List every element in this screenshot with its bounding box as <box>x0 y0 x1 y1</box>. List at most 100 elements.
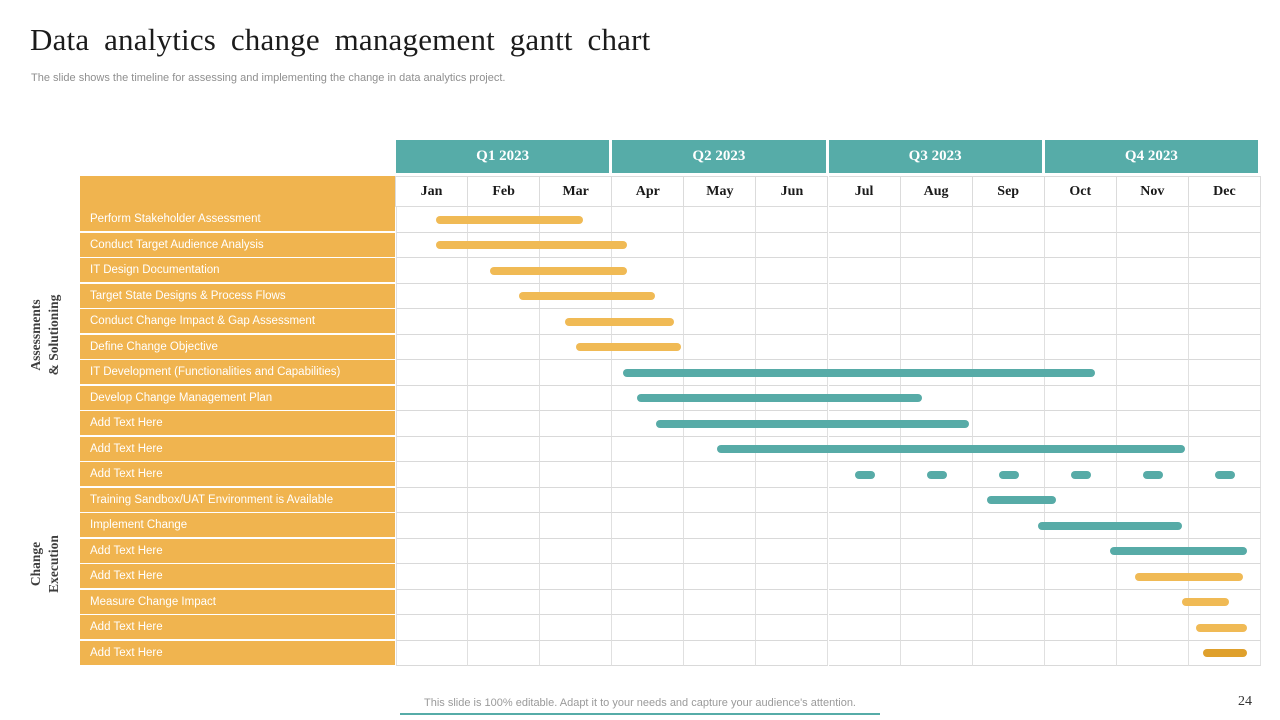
grid-cell <box>540 564 613 590</box>
grid-cell <box>468 564 541 590</box>
grid-cell <box>972 334 1045 360</box>
task-label: Define Change Objective <box>80 334 395 359</box>
grid-cell <box>1188 334 1261 360</box>
grid-cell <box>468 462 541 488</box>
grid-cell <box>468 411 541 437</box>
grid-cell <box>1188 232 1261 258</box>
quarter-header-cell: Q4 2023 <box>1044 140 1258 173</box>
task-label: IT Development (Functionalities and Capa… <box>80 360 395 385</box>
grid-cell <box>1188 411 1261 437</box>
grid-cell <box>1188 487 1261 513</box>
task-label: Develop Change Management Plan <box>80 385 395 410</box>
grid-cell <box>1044 411 1117 437</box>
grid-cell <box>756 513 829 539</box>
task-label: Add Text Here <box>80 436 395 461</box>
grid-cell <box>1044 309 1117 335</box>
grid-cell <box>1116 207 1189 233</box>
grid-cell <box>396 436 469 462</box>
grid-cell <box>396 538 469 564</box>
grid-cell <box>972 207 1045 233</box>
grid-cell <box>900 615 973 641</box>
grid-cell <box>468 615 541 641</box>
gantt-bar <box>987 496 1056 505</box>
task-label: Conduct Target Audience Analysis <box>80 232 395 257</box>
grid-cell <box>684 207 757 233</box>
month-header-cell: Jul <box>828 176 901 207</box>
month-header-cell: Oct <box>1044 176 1117 207</box>
grid-cell <box>756 615 829 641</box>
grid-cell <box>1044 564 1117 590</box>
grid-cell <box>972 538 1045 564</box>
quarter-header-cell: Q3 2023 <box>828 140 1042 173</box>
month-header-cell: Sep <box>972 176 1045 207</box>
grid-cell <box>540 436 613 462</box>
gantt-bar <box>1134 572 1243 581</box>
grid-cell <box>468 640 541 666</box>
milestone-dash <box>926 470 947 479</box>
grid-cell <box>612 538 685 564</box>
grid-cell <box>1044 232 1117 258</box>
grid-cell <box>468 513 541 539</box>
grid-cell <box>1188 385 1261 411</box>
grid-cell <box>540 360 613 386</box>
task-label: Implement Change <box>80 513 395 538</box>
grid-cell <box>612 640 685 666</box>
grid-cell <box>468 589 541 615</box>
grid-cell <box>972 411 1045 437</box>
grid-cell <box>468 436 541 462</box>
grid-cell <box>828 283 901 309</box>
grid-cell <box>1188 283 1261 309</box>
grid-cell <box>396 360 469 386</box>
grid-cell <box>468 385 541 411</box>
gantt-bar <box>623 368 1096 377</box>
grid-cell <box>612 258 685 284</box>
grid-cell <box>1044 334 1117 360</box>
grid-cell <box>1116 258 1189 284</box>
grid-cell <box>1116 334 1189 360</box>
milestone-dash <box>1142 470 1163 479</box>
grid-cell <box>900 589 973 615</box>
grid-cell <box>684 283 757 309</box>
grid-cell <box>540 513 613 539</box>
gantt-bar <box>716 445 1186 454</box>
task-label: Add Text Here <box>80 538 395 563</box>
grid-cell <box>756 207 829 233</box>
grid-cell <box>972 564 1045 590</box>
grid-cell <box>612 436 685 462</box>
grid-cell <box>756 309 829 335</box>
grid-cell <box>828 309 901 335</box>
quarter-header-cell: Q2 2023 <box>612 140 826 173</box>
grid-cell <box>468 309 541 335</box>
grid-cell <box>396 309 469 335</box>
grid-cell <box>900 513 973 539</box>
grid-cell <box>612 513 685 539</box>
grid-cell <box>756 283 829 309</box>
grid-cell <box>1044 462 1117 488</box>
grid-cell <box>396 385 469 411</box>
gantt-bar <box>435 215 584 224</box>
grid-cell <box>1044 615 1117 641</box>
grid-cell <box>972 513 1045 539</box>
grid-cell <box>900 309 973 335</box>
grid-cell <box>1188 513 1261 539</box>
grid-cell <box>1188 309 1261 335</box>
grid-cell <box>396 462 469 488</box>
group-label: Assessments & Solutioning <box>27 250 65 420</box>
task-label: Add Text Here <box>80 615 395 640</box>
grid-cell <box>1116 411 1189 437</box>
grid-cell <box>756 232 829 258</box>
grid-cell <box>828 258 901 284</box>
month-header-cell: Apr <box>612 176 685 207</box>
group-label: Change Execution <box>27 479 65 649</box>
month-header-cell: Jun <box>756 176 829 207</box>
grid-cell <box>396 258 469 284</box>
gantt-bar <box>489 266 627 275</box>
grid-cell <box>396 640 469 666</box>
grid-cell <box>1044 589 1117 615</box>
grid-cell <box>468 360 541 386</box>
grid-cell <box>468 538 541 564</box>
grid-cell <box>684 232 757 258</box>
grid-cell <box>756 258 829 284</box>
group-label-line: & Solutioning <box>46 294 62 375</box>
gantt-bar <box>576 343 681 352</box>
